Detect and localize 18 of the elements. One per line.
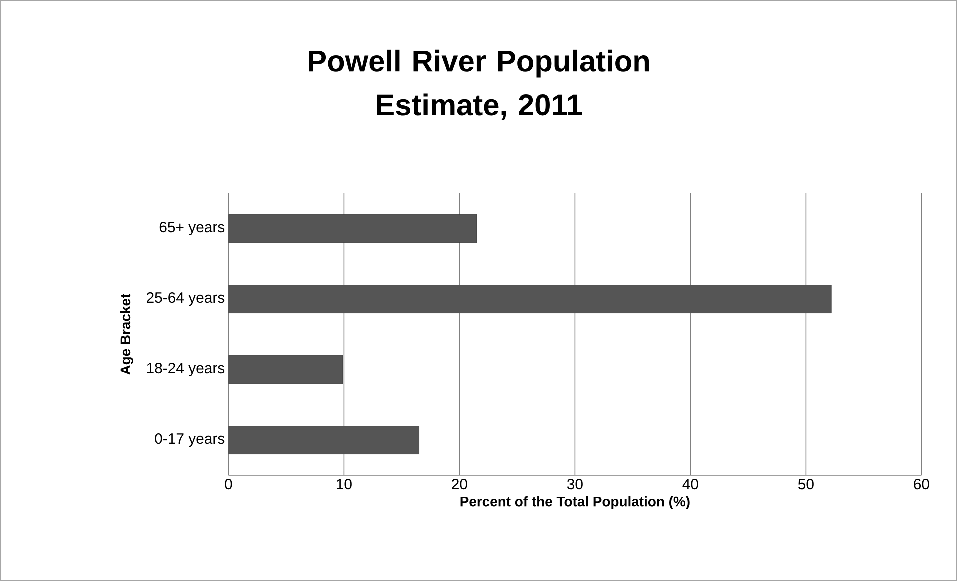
y-tick-label: 25-64 years [147, 292, 225, 306]
bar [228, 285, 832, 314]
x-tick-label: 60 [914, 479, 930, 490]
x-axis-title: Percent of the Total Population (%) [460, 496, 690, 510]
y-axis-title: Age Bracket [120, 294, 134, 375]
x-tick-label: 50 [798, 479, 814, 490]
y-tick-label: 65+ years [160, 222, 225, 236]
bar [228, 426, 420, 454]
y-tick-label: 0-17 years [155, 434, 225, 448]
x-tick-label: 30 [567, 479, 583, 490]
x-tick-label: 20 [452, 479, 468, 490]
x-tick-label: 40 [682, 479, 698, 490]
bar [228, 356, 344, 384]
x-tick-label: 0 [225, 479, 232, 490]
x-tick-label: 10 [337, 479, 352, 490]
bar [228, 214, 478, 243]
chart-title: Powell River Population Estimate, 2011 [309, 50, 650, 120]
y-tick-label: 18-24 years [147, 363, 225, 377]
